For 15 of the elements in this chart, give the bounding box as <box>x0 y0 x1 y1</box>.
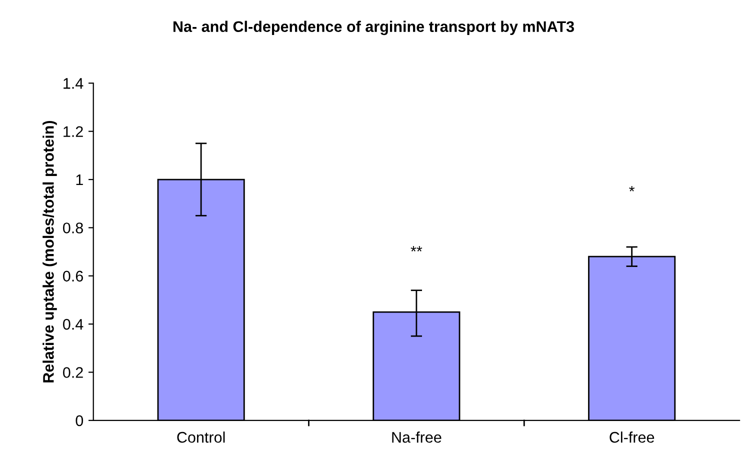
y-tick-label: 0.8 <box>63 222 83 234</box>
x-tick-label: Na-free <box>392 432 442 443</box>
chart-title: Na- and Cl-dependence of arginine transport by mNAT3 <box>173 20 574 36</box>
y-tick-label: 1 <box>76 174 83 186</box>
y-axis-title: Relative uptake (moles/total protein) <box>42 120 57 382</box>
x-tick-label: Cl-free <box>610 432 654 443</box>
y-tick-label: 0.6 <box>63 270 83 282</box>
y-tick-label: 1.2 <box>64 126 83 137</box>
y-tick-label: 0.2 <box>63 367 83 378</box>
y-tick-label: 1.4 <box>64 78 84 89</box>
y-tick-label: 0 <box>76 415 84 426</box>
x-tick-label: Control <box>177 432 225 443</box>
annotation: ** <box>410 246 422 252</box>
annotation: * <box>629 186 635 192</box>
y-tick-label: 0.4 <box>63 318 84 330</box>
